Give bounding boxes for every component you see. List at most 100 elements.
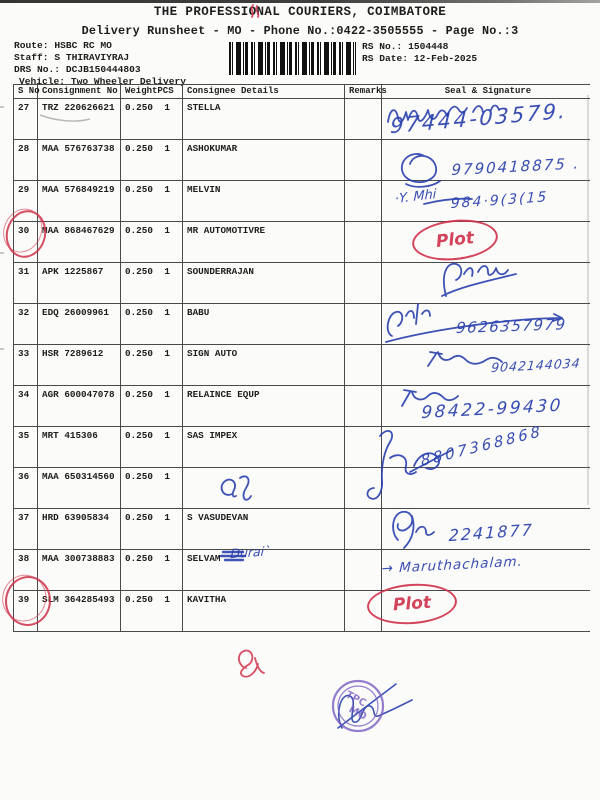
col-header-weight-pcs: Weight PCS: [121, 85, 183, 98]
col-header-consignee: Consignee Details: [183, 85, 345, 98]
row-consignment-no: SLM 364285493: [38, 591, 121, 631]
row-sno: 36: [13, 468, 38, 508]
row-weight-pcs: 0.250 1: [121, 509, 183, 549]
row-weight: 0.250: [125, 143, 153, 154]
row-consignee: SIGN AUTO: [183, 345, 345, 385]
row-remarks: [345, 181, 382, 221]
table-header-row: S No Consignment No Weight PCS Consignee…: [13, 85, 590, 99]
barcode-icon: [229, 42, 356, 75]
row-weight: 0.250: [125, 348, 153, 359]
row-consignment-no: MAA 576763738: [38, 140, 121, 180]
col-header-weight: Weight: [125, 86, 158, 96]
row-weight-pcs: 0.250 1: [121, 386, 183, 426]
row-consignee: MELVIN: [183, 181, 345, 221]
route-line: Route: HSBC RC MO: [14, 40, 112, 51]
row-remarks: [345, 263, 382, 303]
row-consignee: ASHOKUMAR: [183, 140, 345, 180]
table-row: 27 TRZ 220626621 0.250 1 STELLA: [13, 99, 590, 140]
tpc-round-stamp: TPC MO: [331, 679, 385, 733]
stamp-text-line2: MO: [347, 704, 368, 722]
table-row: 28 MAA 576763738 0.250 1 ASHOKUMAR: [13, 140, 590, 181]
row-remarks: [345, 140, 382, 180]
row-consignee: KAVITHA: [183, 591, 345, 631]
row-consignee: S VASUDEVAN: [183, 509, 345, 549]
row-consignment-no: MRT 415306: [38, 427, 121, 467]
row-remarks: [345, 304, 382, 344]
table-row: 39 SLM 364285493 0.250 1 KAVITHA: [13, 591, 590, 632]
table-row: 35 MRT 415306 0.250 1 SAS IMPEX: [13, 427, 590, 468]
row-consignee: SELVAM: [183, 550, 345, 590]
row-pcs: 1: [164, 225, 170, 236]
row-consignment-no: MAA 868467629: [38, 222, 121, 262]
row-remarks: [345, 386, 382, 426]
row-pcs: 1: [164, 348, 170, 359]
row-weight: 0.250: [125, 553, 153, 564]
row-weight: 0.250: [125, 102, 153, 113]
row-sno: 28: [13, 140, 38, 180]
table-row: 38 MAA 300738883 0.250 1 SELVAM: [13, 550, 590, 591]
row-weight: 0.250: [125, 266, 153, 277]
row-consignment-no: EDQ 26009961: [38, 304, 121, 344]
row-weight: 0.250: [125, 184, 153, 195]
table-row: 36 MAA 650314560 0.250 1: [13, 468, 590, 509]
col-header-remarks: Remarks: [345, 85, 387, 98]
scan-tick-artifact: [0, 252, 4, 254]
row-pcs: 1: [164, 471, 170, 482]
vehicle-line: Vehicle: Two Wheeler Delivery: [19, 76, 186, 87]
row-remarks: [345, 99, 382, 139]
row-consignment-no: MAA 300738883: [38, 550, 121, 590]
row-remarks: [345, 591, 382, 631]
table-row: 30 MAA 868467629 0.250 1 MR AUTOMOTIVRE: [13, 222, 590, 263]
table-row: 31 APK 1225867 0.250 1 SOUNDERRAJAN: [13, 263, 590, 304]
row-pcs: 1: [164, 389, 170, 400]
row-weight: 0.250: [125, 471, 153, 482]
row-consignment-no: HSR 7289612: [38, 345, 121, 385]
row-weight-pcs: 0.250 1: [121, 222, 183, 262]
row-remarks: [345, 468, 382, 508]
row-weight-pcs: 0.250 1: [121, 345, 183, 385]
row-remarks: [345, 345, 382, 385]
drs-line: DRS No.: DCJB150444803: [14, 64, 141, 75]
row-weight: 0.250: [125, 594, 153, 605]
row-weight: 0.250: [125, 307, 153, 318]
staff-line: Staff: S THIRAVIYRAJ: [14, 52, 130, 63]
plot-text: Plot: [435, 228, 475, 252]
route-info-block: Route: HSBC RC MO Staff: S THIRAVIYRAJ D…: [14, 40, 186, 88]
row-remarks: [345, 222, 382, 262]
row-consignment-no: TRZ 220626621: [38, 99, 121, 139]
table-row: 32 EDQ 26009961 0.250 1 BABU: [13, 304, 590, 345]
row-weight-pcs: 0.250 1: [121, 140, 183, 180]
col-header-sno: S No: [13, 85, 40, 98]
scan-tick-artifact: [0, 348, 4, 350]
page-title: THE PROFESSIONAL COURIERS, COIMBATORE: [153, 5, 447, 19]
stamp-signature-flourish: [337, 683, 413, 729]
row-sno: 38: [13, 550, 38, 590]
scan-line-artifact: [587, 95, 589, 505]
row-consignee: SAS IMPEX: [183, 427, 345, 467]
row-weight-pcs: 0.250 1: [121, 427, 183, 467]
scan-tick-artifact: [0, 106, 4, 108]
table-row: 34 AGR 600047078 0.250 1 RELAINCE EQUP: [13, 386, 590, 427]
col-header-seal: Seal & Signature: [444, 86, 532, 96]
row-pcs: 1: [164, 594, 170, 605]
row-consignment-no: HRD 63905834: [38, 509, 121, 549]
row-pcs: 1: [164, 266, 170, 277]
row-pcs: 1: [164, 512, 170, 523]
row-sno: 37: [13, 509, 38, 549]
row-consignee: SOUNDERRAJAN: [183, 263, 345, 303]
row-weight: 0.250: [125, 389, 153, 400]
handwritten-consignee-note-row38: Durai`: [229, 543, 271, 562]
row-consignee: BABU: [183, 304, 345, 344]
row-sno: 35: [13, 427, 38, 467]
row-weight-pcs: 0.250 1: [121, 263, 183, 303]
runsheet-table: S No Consignment No Weight PCS Consignee…: [13, 84, 590, 632]
row-consignment-no: APK 1225867: [38, 263, 121, 303]
row-remarks: [345, 427, 382, 467]
row-consignment-no: MAA 650314560: [38, 468, 121, 508]
row-sno: 31: [13, 263, 38, 303]
page-subtitle: Delivery Runsheet - MO - Phone No.:0422-…: [81, 24, 519, 38]
row-weight-pcs: 0.250 1: [121, 591, 183, 631]
row-weight-pcs: 0.250 1: [121, 550, 183, 590]
row-seal-signature: [382, 468, 590, 508]
